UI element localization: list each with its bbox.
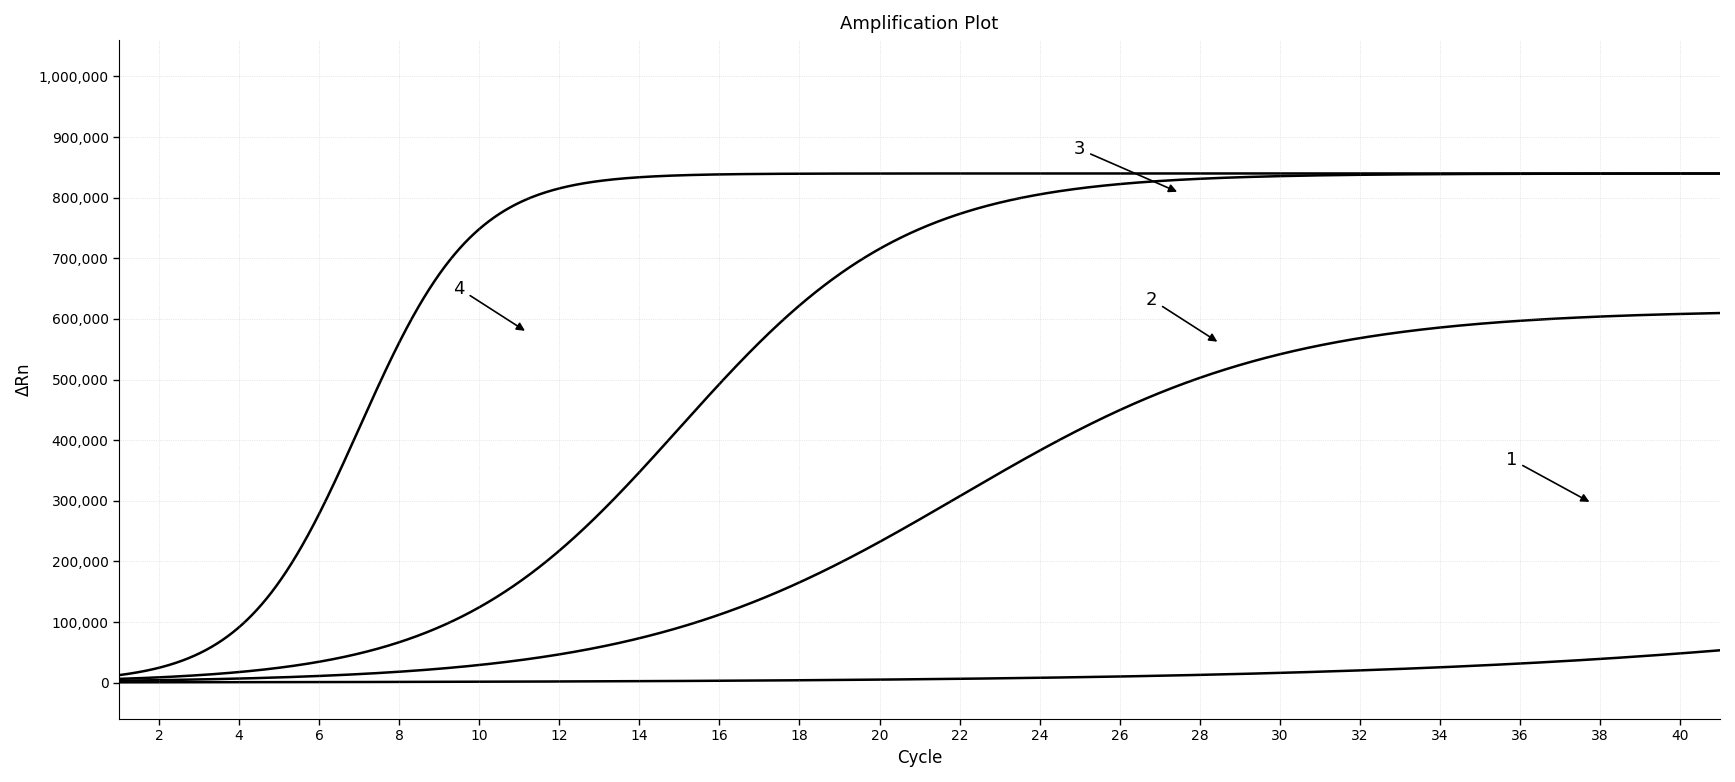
- Text: 3: 3: [1074, 140, 1175, 192]
- Text: 1: 1: [1506, 450, 1588, 501]
- X-axis label: Cycle: Cycle: [897, 749, 942, 767]
- Y-axis label: ΔRn: ΔRn: [16, 363, 33, 396]
- Text: 4: 4: [453, 280, 524, 330]
- Title: Amplification Plot: Amplification Plot: [840, 15, 999, 33]
- Text: 2: 2: [1145, 291, 1216, 341]
